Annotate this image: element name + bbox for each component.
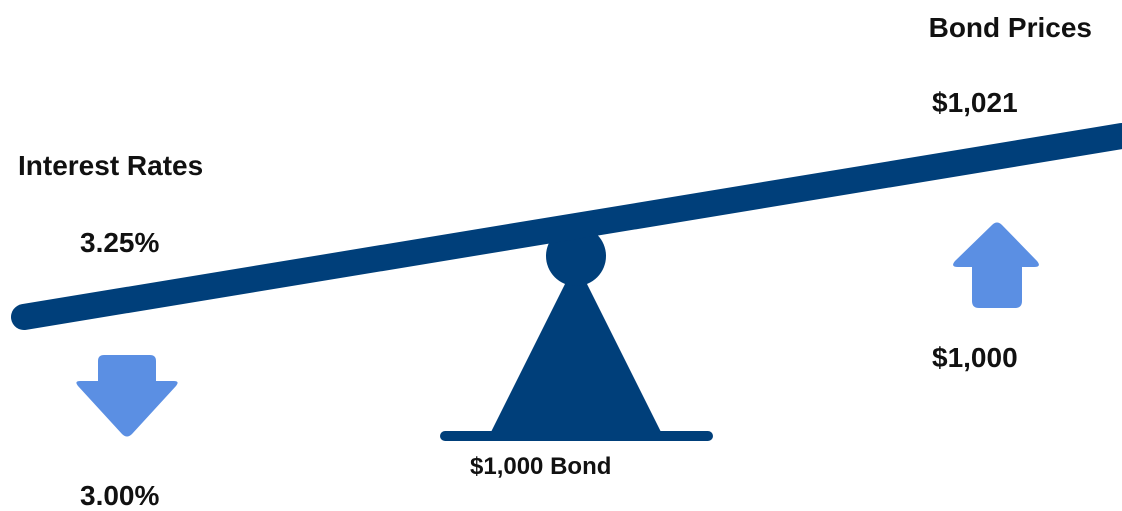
interest-rate-after: 3.00% [80,480,160,511]
seesaw-fulcrum [489,262,663,436]
interest-rates-heading: Interest Rates [18,150,204,181]
bond-prices-heading: Bond Prices [928,12,1092,43]
bond-price-before: $1,000 [932,342,1018,373]
interest-rate-before: 3.25% [80,227,160,258]
bond-price-after: $1,021 [932,87,1018,118]
arrow-down-icon [76,355,178,437]
fulcrum-bond-label: $1,000 Bond [470,453,612,480]
seesaw-beam [11,123,1122,330]
arrow-up-icon [953,222,1039,308]
